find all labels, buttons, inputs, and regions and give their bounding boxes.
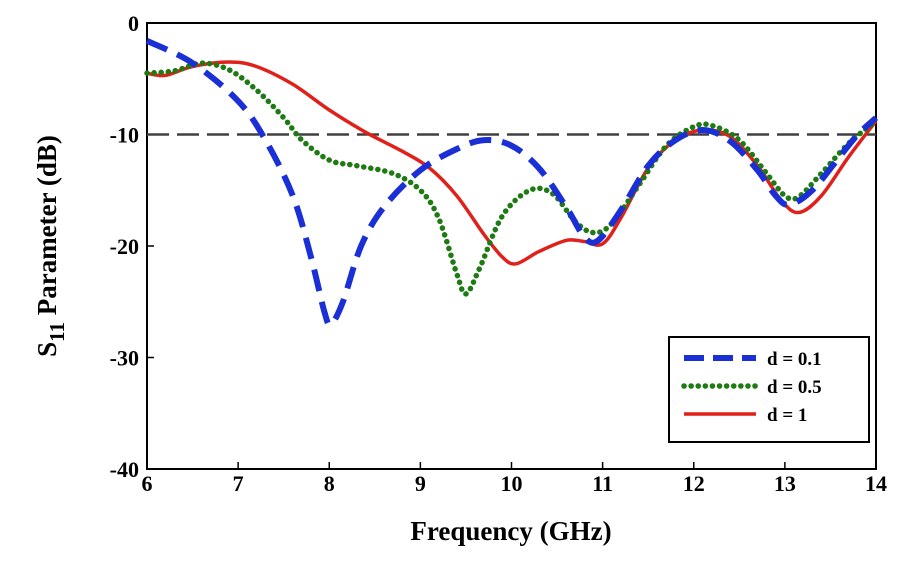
- legend-box: [668, 336, 870, 443]
- y-axis-title-suffix: Parameter (dB): [32, 135, 62, 322]
- legend-label-d-0-5: d = 0.5: [767, 377, 822, 398]
- legend-label-d-1: d = 1: [767, 405, 807, 426]
- y-ticks: 0 -10 -20 -30 -40: [110, 11, 154, 482]
- x-tick-label: 12: [683, 471, 705, 496]
- series-layer: [144, 38, 879, 328]
- legend: d = 0.1 d = 0.5 d = 1: [668, 336, 870, 443]
- y-tick-label: 0: [128, 11, 139, 36]
- x-tick-label: 11: [592, 471, 613, 496]
- y-axis-title-subscript: 11: [45, 322, 69, 342]
- y-tick-label: -20: [110, 234, 139, 259]
- y-tick-label: -40: [110, 457, 139, 482]
- y-tick-label: -10: [110, 123, 139, 148]
- x-tick-label: 9: [415, 471, 426, 496]
- series-line-d-0-5: [144, 60, 879, 297]
- legend-label-d-0-1: d = 0.1: [767, 349, 822, 370]
- x-tick-label: 10: [501, 471, 523, 496]
- y-axis-title: S11 Parameter (dB): [32, 135, 69, 357]
- x-ticks: 6 7 8 9 10 11 12 13 14: [142, 462, 887, 496]
- series-line-d-0-1: [145, 38, 879, 328]
- x-tick-label: 6: [142, 471, 153, 496]
- x-tick-label: 8: [324, 471, 335, 496]
- x-tick-label: 13: [774, 471, 796, 496]
- y-axis-title-prefix: S: [32, 342, 62, 357]
- x-axis-title: Frequency (GHz): [410, 516, 611, 546]
- x-tick-label: 7: [233, 471, 244, 496]
- x-tick-label: 14: [865, 471, 887, 496]
- y-tick-label: -30: [110, 346, 139, 371]
